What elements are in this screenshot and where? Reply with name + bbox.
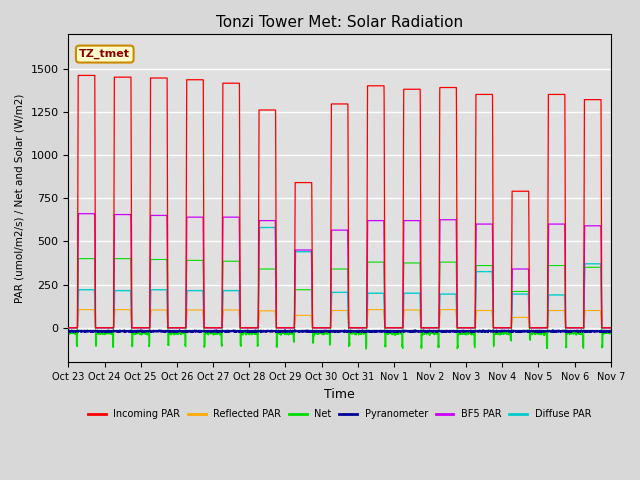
X-axis label: Time: Time: [324, 388, 355, 401]
Title: Tonzi Tower Met: Solar Radiation: Tonzi Tower Met: Solar Radiation: [216, 15, 463, 30]
Text: TZ_tmet: TZ_tmet: [79, 49, 131, 59]
Y-axis label: PAR (umol/m2/s) / Net and Solar (W/m2): PAR (umol/m2/s) / Net and Solar (W/m2): [15, 94, 25, 303]
Legend: Incoming PAR, Reflected PAR, Net, Pyranometer, BF5 PAR, Diffuse PAR: Incoming PAR, Reflected PAR, Net, Pyrano…: [84, 406, 595, 423]
